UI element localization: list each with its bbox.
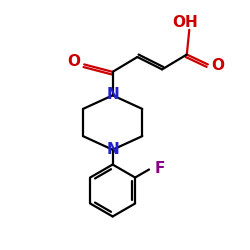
Text: O: O: [212, 58, 225, 73]
Text: F: F: [155, 161, 165, 176]
Text: OH: OH: [173, 16, 199, 30]
Text: N: N: [106, 142, 119, 157]
Text: N: N: [106, 87, 119, 102]
Text: O: O: [67, 54, 80, 70]
